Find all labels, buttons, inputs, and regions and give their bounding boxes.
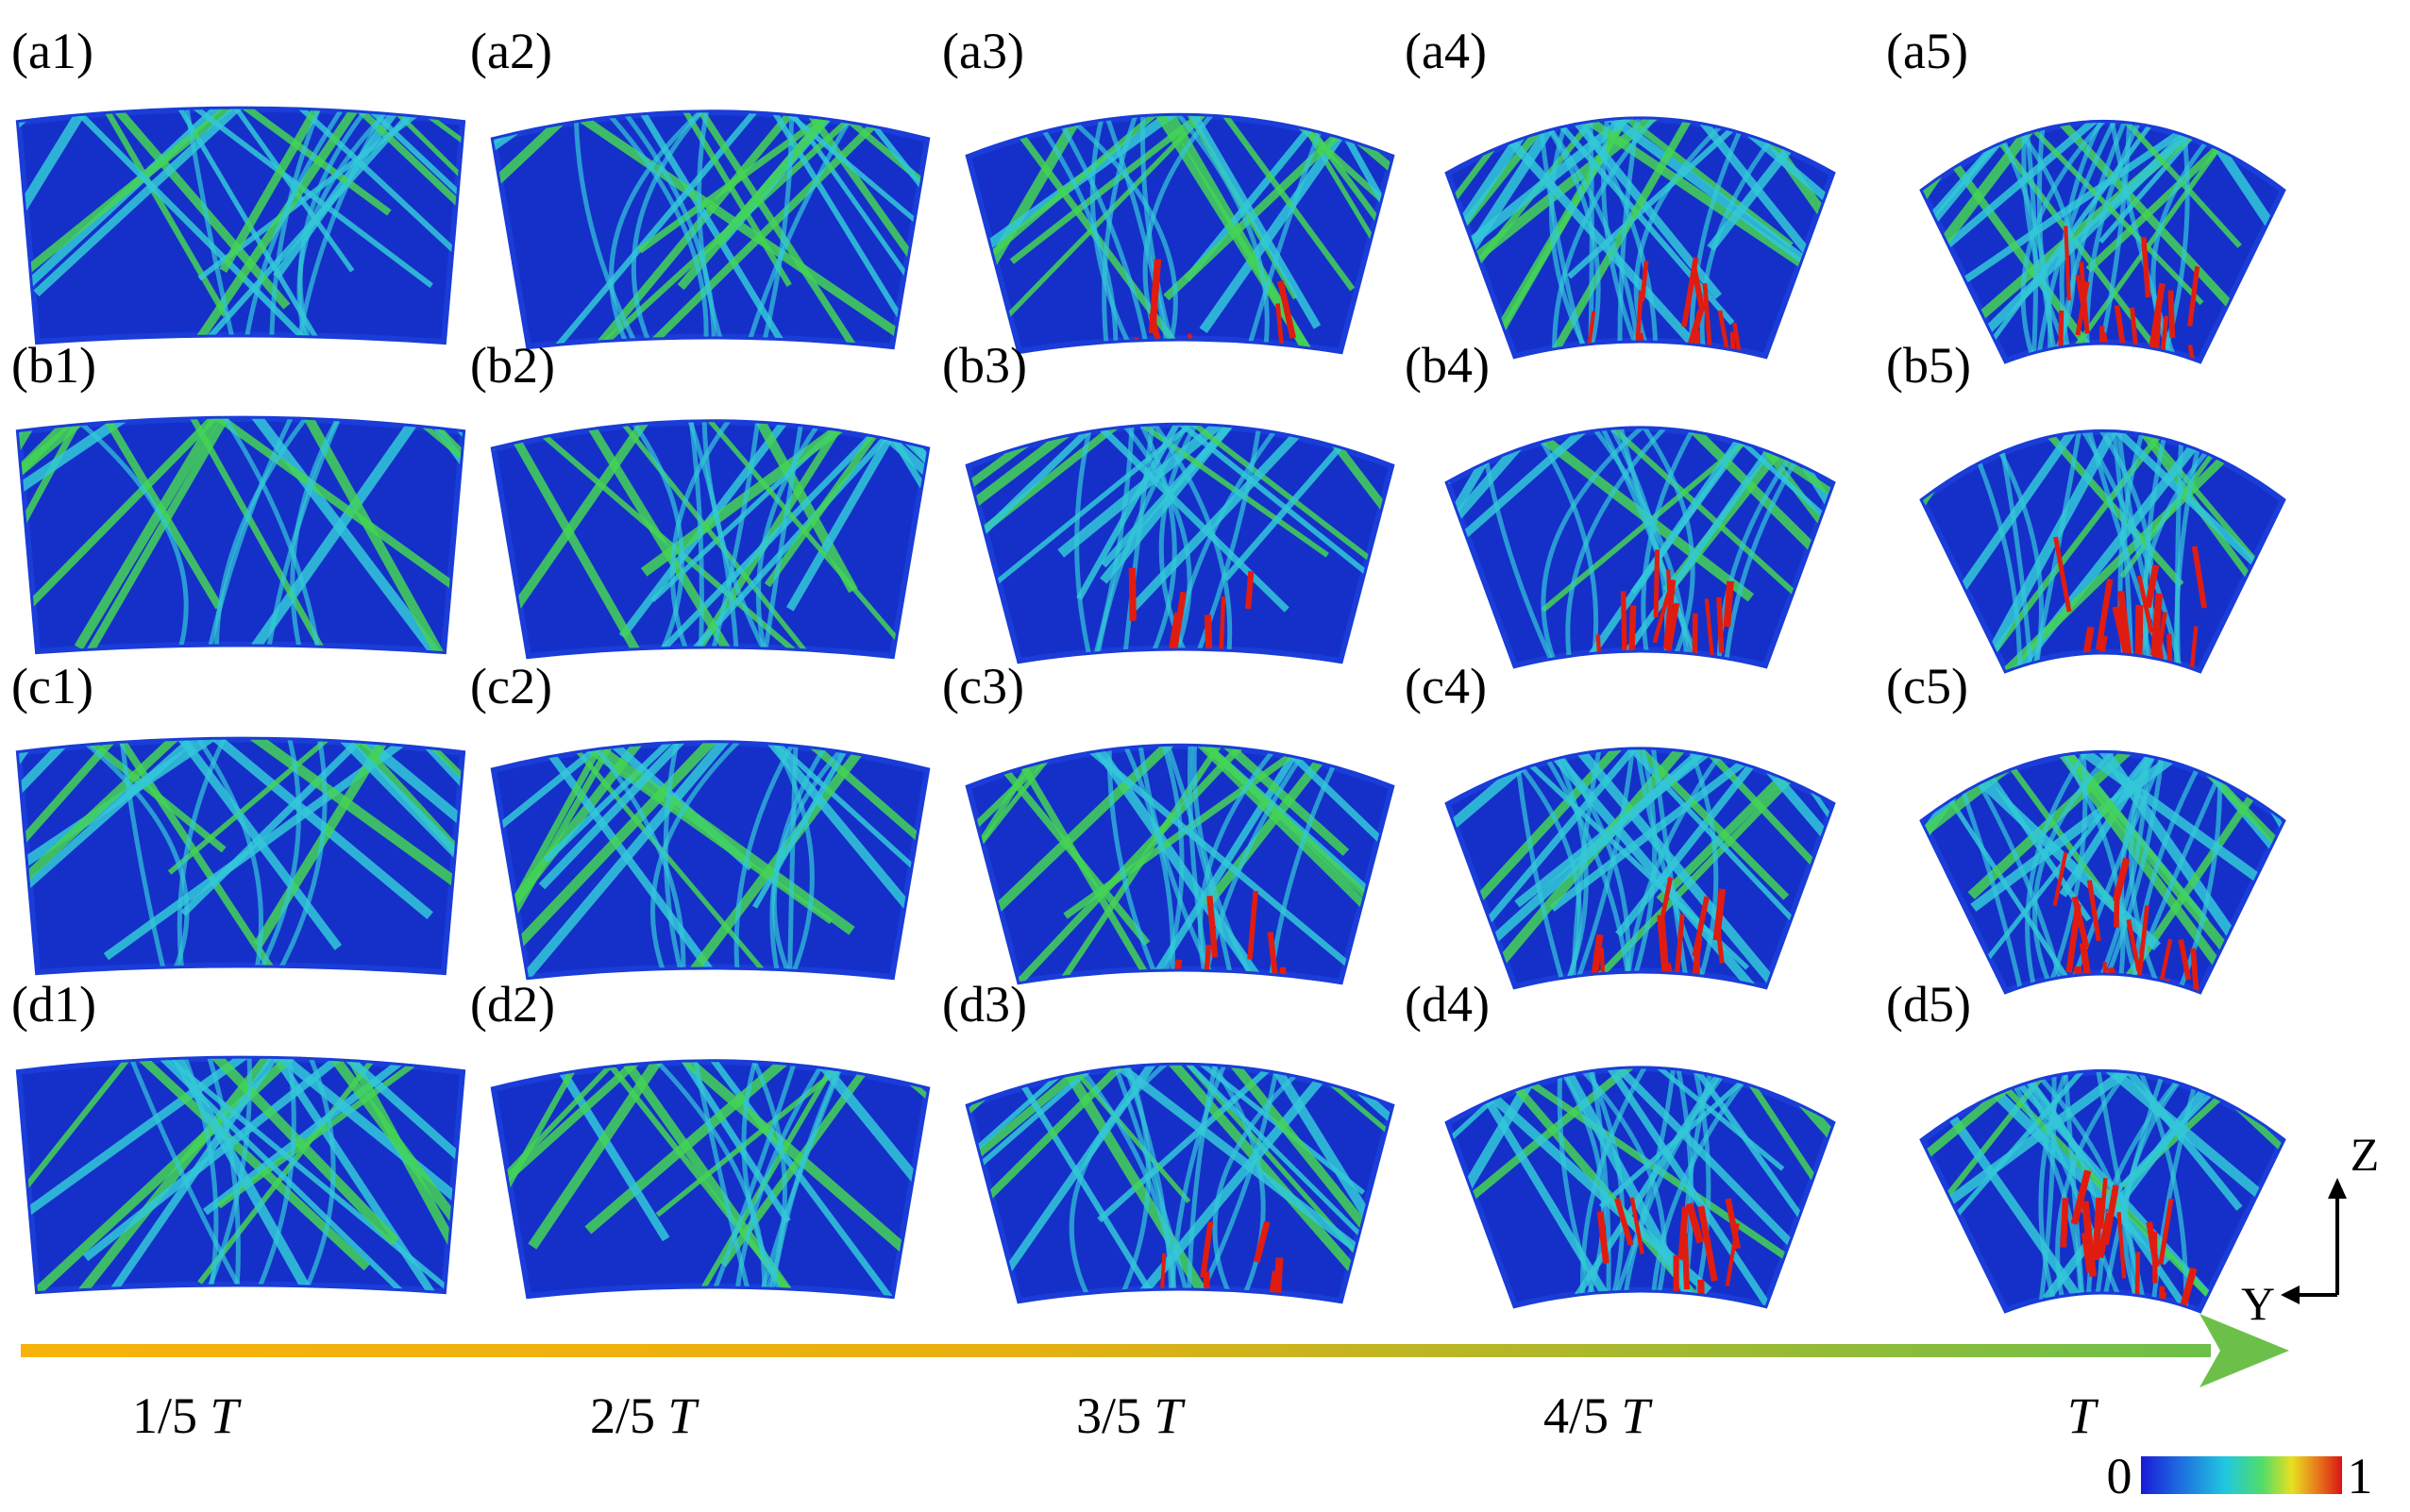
panel-label-b5: (b5)	[1886, 337, 1971, 394]
panel-a1	[15, 106, 466, 345]
colorbar-min-label: 0	[2107, 1448, 2132, 1504]
z-axis-label: Z	[2351, 1128, 2380, 1181]
panel-label-c2: (c2)	[470, 658, 552, 714]
panel-label-c5: (c5)	[1886, 658, 1968, 714]
panel-c1	[15, 736, 466, 976]
panel-label-d5: (d5)	[1886, 976, 1971, 1033]
panel-b5	[1919, 429, 2286, 674]
panel-grid	[15, 106, 2286, 1314]
panel-label-c1: (c1)	[11, 658, 93, 714]
z-arrow-icon	[2328, 1178, 2347, 1199]
time-label-5: T	[2067, 1387, 2099, 1444]
panel-label-a4: (a4)	[1405, 23, 1487, 79]
panel-label-d3: (d3)	[942, 976, 1027, 1033]
panel-label-b3: (b3)	[942, 337, 1027, 394]
panel-label-d1: (d1)	[11, 976, 96, 1033]
panel-label-b4: (b4)	[1405, 337, 1490, 394]
panel-label-a3: (a3)	[942, 23, 1024, 79]
panel-c5	[1919, 750, 2286, 995]
panel-label-c3: (c3)	[942, 658, 1024, 714]
panel-label-a1: (a1)	[11, 23, 93, 79]
panel-b1	[15, 415, 466, 655]
y-axis-label: Y	[2241, 1277, 2275, 1330]
panel-label-d4: (d4)	[1405, 976, 1490, 1033]
panel-label-d2: (d2)	[470, 976, 555, 1033]
panel-labels: (a1) (a2) (a3) (a4) (a5) (b1) (b2) (b3) (b4) (b5)…	[11, 23, 1971, 1033]
colorbar-max-label: 1	[2348, 1448, 2373, 1504]
panel-c3	[965, 743, 1395, 985]
time-label-4: 4/5 T	[1543, 1387, 1654, 1444]
time-arrow	[21, 1314, 2289, 1387]
colorbar: 0 1	[2107, 1448, 2373, 1504]
panel-label-a5: (a5)	[1886, 23, 1968, 79]
time-label-1: 1/5 T	[132, 1387, 243, 1444]
panel-d1	[15, 1055, 466, 1295]
field-body	[965, 422, 1395, 664]
time-label-2: 2/5 T	[590, 1387, 700, 1444]
panel-label-a2: (a2)	[470, 23, 552, 79]
panel-label-b2: (b2)	[470, 337, 555, 394]
panel-label-b1: (b1)	[11, 337, 96, 394]
time-label-3: 3/5 T	[1076, 1387, 1187, 1444]
panel-c4	[1444, 747, 1836, 990]
panel-label-c4: (c4)	[1405, 658, 1487, 714]
coordinate-axes: Z Y	[2241, 1128, 2379, 1330]
time-labels: 1/5 T 2/5 T 3/5 T 4/5 T T	[132, 1387, 2099, 1444]
colorbar-gradient	[2141, 1456, 2342, 1494]
panel-c2	[490, 740, 931, 981]
y-arrow-icon	[2281, 1285, 2300, 1304]
panel-a3	[965, 112, 1395, 355]
